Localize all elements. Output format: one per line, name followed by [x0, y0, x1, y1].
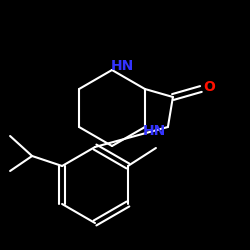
Text: HN: HN: [110, 59, 134, 73]
Text: HN: HN: [142, 124, 166, 138]
Text: O: O: [203, 80, 215, 94]
